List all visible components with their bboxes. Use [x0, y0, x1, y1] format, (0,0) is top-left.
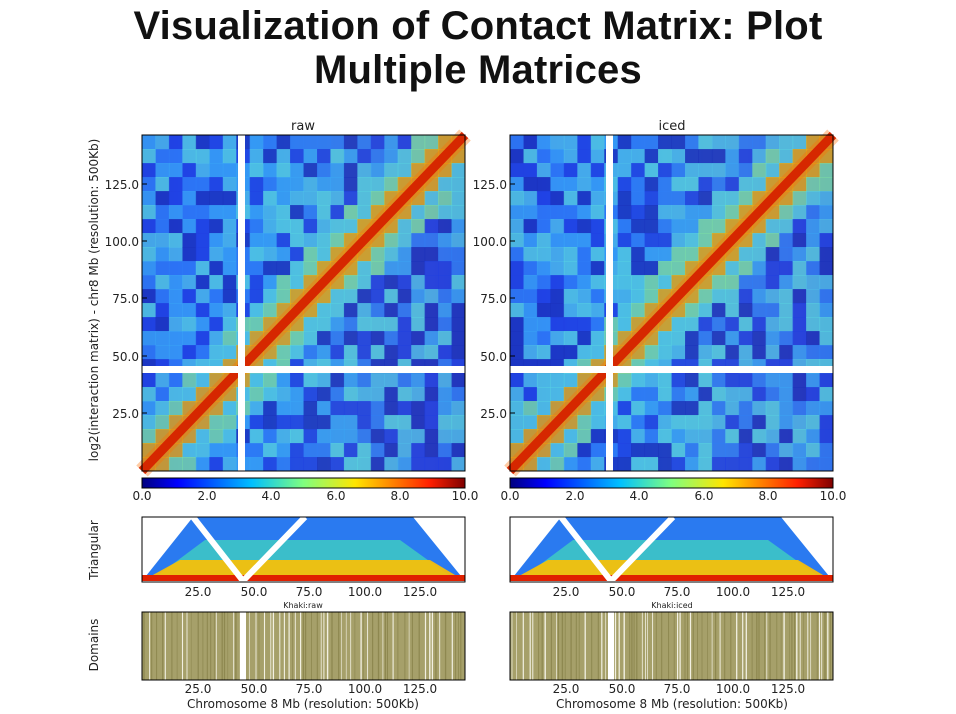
matrix-y-tick-label: 50.0	[480, 350, 507, 364]
panel-title-raw: raw	[291, 119, 315, 134]
colorbar-tick-label: 6.0	[326, 489, 345, 503]
triangular-gap-raw	[190, 514, 308, 586]
colorbar-tick-label: 2.0	[197, 489, 216, 503]
matrix-gap-horizontal-raw	[142, 366, 465, 373]
colorbar-tick-label: 4.0	[261, 489, 280, 503]
x-axis-label-raw: Chromosome 8 Mb (resolution: 500Kb)	[187, 697, 419, 711]
genome-x-tick-label: 100.0	[348, 585, 382, 599]
panel-title-iced: iced	[658, 119, 685, 134]
triangular-y-axis-label: Triangular	[87, 520, 101, 581]
genome-x-tick-label: 125.0	[403, 585, 437, 599]
genome-x-tick-label: 25.0	[553, 585, 580, 599]
slide-title: Visualization of Contact Matrix: Plot Mu…	[0, 4, 956, 92]
genome-x-tick-label: 125.0	[771, 682, 805, 696]
triangular-gap-iced	[558, 514, 676, 586]
panel-iced: iced 125.0 100.0 75.0 50.0 25.0 0.0	[473, 119, 847, 711]
contact-matrix-raw	[136, 129, 471, 477]
matrix-y-tick-label: 50.0	[112, 350, 139, 364]
genome-x-tick-label: 100.0	[716, 585, 750, 599]
colorbar-tick-label: 0.0	[500, 489, 519, 503]
genome-x-tick-label: 25.0	[185, 585, 212, 599]
colorbar-tick-label: 4.0	[629, 489, 648, 503]
genome-x-tick-label: 25.0	[185, 682, 212, 696]
slide-title-line-2: Multiple Matrices	[314, 48, 642, 92]
matrix-diagonal-raw	[138, 131, 469, 475]
matrix-texture-iced	[510, 135, 834, 472]
colorbar-tick-label: 10.0	[452, 489, 479, 503]
colorbar-tick-label: 6.0	[694, 489, 713, 503]
genome-x-tick-label: 125.0	[403, 682, 437, 696]
domains-gap-iced	[608, 612, 614, 680]
triangular-caption-raw: Khaki:raw	[283, 601, 323, 610]
matrix-gap-horizontal-iced	[510, 366, 833, 373]
genome-x-tick-label: 25.0	[553, 682, 580, 696]
genome-x-tick-label: 75.0	[296, 682, 323, 696]
matrix-y-tick-label: 25.0	[112, 407, 139, 421]
domain-stripes-iced	[511, 612, 831, 680]
contact-matrix-iced	[504, 129, 839, 477]
colorbar-tick-label: 8.0	[390, 489, 409, 503]
colorbar-raw: 0.0 2.0 4.0 6.0 8.0 10.0	[132, 477, 479, 503]
colorbar-tick-label: 10.0	[820, 489, 847, 503]
triangular-plot-raw: 25.0 50.0 75.0 100.0 125.0 Khaki:raw	[141, 514, 466, 610]
slide-title-line-1: Visualization of Contact Matrix: Plot	[133, 4, 823, 48]
matrix-diagonal-iced	[506, 131, 837, 475]
genome-x-tick-label: 75.0	[664, 682, 691, 696]
colorbar-tick-label: 0.0	[132, 489, 151, 503]
genome-x-tick-label: 100.0	[716, 682, 750, 696]
matrix-y-axis-label: log2(interaction matrix) - chr8 Mb (reso…	[87, 139, 101, 462]
domains-plot-iced: 25.0 50.0 75.0 100.0 125.0 Chromosome 8 …	[509, 611, 834, 711]
genome-x-tick-label: 50.0	[241, 585, 268, 599]
genome-x-tick-label: 50.0	[609, 585, 636, 599]
triangular-caption-iced: Khaki:iced	[651, 601, 692, 610]
colorbar-tick-label: 8.0	[758, 489, 777, 503]
x-axis-label-iced: Chromosome 8 Mb (resolution: 500Kb)	[556, 697, 788, 711]
colorbar-tick-label: 2.0	[565, 489, 584, 503]
domains-plot-raw: 25.0 50.0 75.0 100.0 125.0 Chromosome 8 …	[141, 611, 466, 711]
matrix-y-tick-label: 75.0	[480, 292, 507, 306]
matrix-y-tick-label: 25.0	[480, 407, 507, 421]
matrix-y-tick-label: 100.0	[473, 235, 507, 249]
matrix-y-axis-iced: 125.0 100.0 75.0 50.0 25.0	[473, 178, 515, 421]
matrix-gap-vertical-raw	[238, 135, 245, 471]
matrix-y-tick-label: 125.0	[105, 178, 139, 192]
panel-raw: raw 125.0 100.0 75.0 50.0 25.0 0.0	[105, 119, 479, 711]
matrix-y-tick-label: 75.0	[112, 292, 139, 306]
genome-x-tick-label: 75.0	[296, 585, 323, 599]
genome-x-tick-label: 125.0	[771, 585, 805, 599]
matrix-y-tick-label: 125.0	[473, 178, 507, 192]
genome-x-tick-label: 50.0	[241, 682, 268, 696]
genome-x-tick-label: 100.0	[348, 682, 382, 696]
matrix-y-tick-label: 100.0	[105, 235, 139, 249]
genome-x-tick-label: 50.0	[609, 682, 636, 696]
matrix-gap-vertical-iced	[606, 135, 613, 471]
matrix-y-axis-raw: 125.0 100.0 75.0 50.0 25.0	[105, 178, 147, 421]
domains-gap-raw	[240, 612, 246, 680]
domains-y-axis-label: Domains	[87, 619, 101, 672]
colorbar-iced: 0.0 2.0 4.0 6.0 8.0 10.0	[500, 477, 847, 503]
genome-x-tick-label: 75.0	[664, 585, 691, 599]
triangular-plot-iced: 25.0 50.0 75.0 100.0 125.0 Khaki:iced	[509, 514, 834, 610]
